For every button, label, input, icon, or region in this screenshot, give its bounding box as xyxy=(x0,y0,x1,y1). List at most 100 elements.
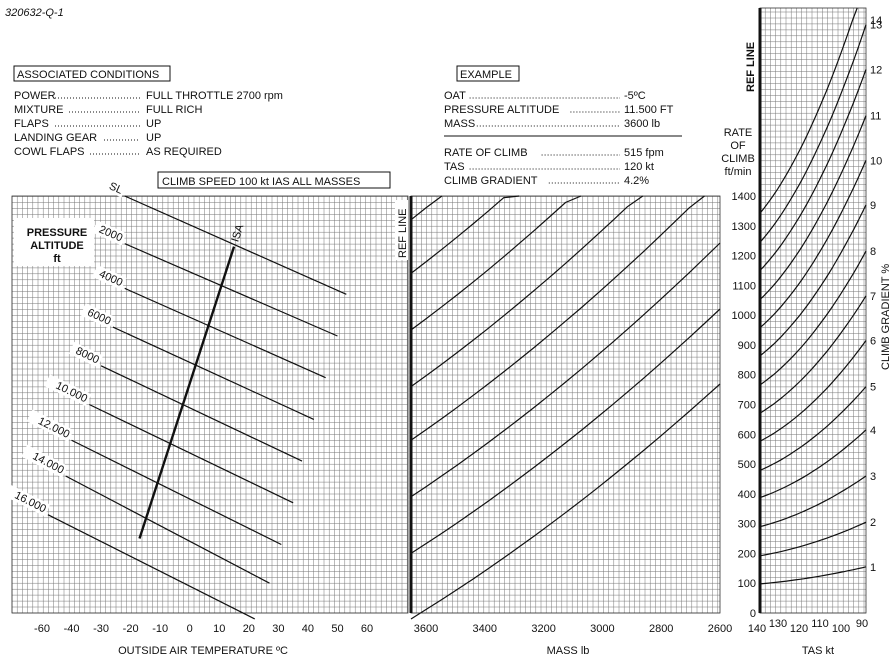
gradient-label-14: 14 xyxy=(870,15,882,27)
mass-guide-line xyxy=(410,195,582,331)
gradient-label-7: 7 xyxy=(870,291,876,303)
gradient-line-8 xyxy=(759,250,867,386)
mass-tick-label: 3400 xyxy=(473,623,497,635)
altitude-line-2000 xyxy=(124,243,338,337)
oat-tick-label: -20 xyxy=(123,623,139,635)
altitude-label-bg xyxy=(44,374,92,407)
gradient-line-14 xyxy=(759,7,858,214)
tas-tick-label: 130 xyxy=(769,618,787,630)
altitude-line-14.000 xyxy=(65,475,270,584)
roc-tick-label: 700 xyxy=(738,400,756,412)
climb-speed-box xyxy=(157,171,391,189)
temperature-panel-frame xyxy=(11,195,409,614)
roc-tick-label: 0 xyxy=(750,608,756,620)
condition-label: LANDING GEAR xyxy=(14,132,97,144)
altitude-label-bg xyxy=(21,444,69,478)
tas-ref-label: REF LINE xyxy=(745,42,757,92)
condition-value: AS REQUIRED xyxy=(146,146,222,158)
altitude-label-bg xyxy=(68,341,104,368)
roc-axis-label: ft/min xyxy=(725,166,752,178)
climb-speed-label: CLIMB SPEED 100 kt IAS ALL MASSES xyxy=(162,176,360,188)
roc-axis-label: OF xyxy=(730,140,746,152)
example-label: MASS xyxy=(444,118,475,130)
example-label: OAT xyxy=(444,90,466,102)
gradient-label-13: 13 xyxy=(870,20,882,32)
gradient-label-5: 5 xyxy=(870,382,876,394)
isa-line xyxy=(138,246,236,539)
gradient-line-5 xyxy=(759,386,867,471)
roc-tick-label: 800 xyxy=(738,370,756,382)
gradient-line-4 xyxy=(759,429,867,499)
oat-tick-label: 20 xyxy=(243,623,255,635)
gradient-line-9 xyxy=(759,204,867,357)
oat-tick-label: -60 xyxy=(34,623,50,635)
tas-tick-label: 90 xyxy=(856,618,868,630)
tas-tick-label: 110 xyxy=(811,618,829,630)
mass-ref-label-bg xyxy=(395,200,408,260)
mass-ref-label: REF LINE xyxy=(397,208,409,258)
mass-tick-label: 3200 xyxy=(531,623,555,635)
condition-value: UP xyxy=(146,132,161,144)
gradient-label-11: 11 xyxy=(870,111,881,123)
altitude-label-bg xyxy=(104,178,127,198)
altitude-label-bg xyxy=(92,220,127,246)
example-title: EXAMPLE xyxy=(460,69,512,81)
tas-tick-label: 140 xyxy=(748,623,766,635)
roc-tick-label: 500 xyxy=(738,459,756,471)
roc-tick-label: 1200 xyxy=(732,251,756,263)
roc-tick-label: 600 xyxy=(738,429,756,441)
roc-tick-label: 1300 xyxy=(732,221,756,233)
altitude-label-SL: SL xyxy=(107,180,124,196)
conditions-title-box xyxy=(13,65,171,82)
tas-tick-label: 120 xyxy=(790,623,808,635)
roc-tick-label: 1400 xyxy=(732,191,756,203)
climb-gradient-axis-label: CLIMB GRADIENT % xyxy=(880,264,892,370)
gradient-label-12: 12 xyxy=(870,64,882,76)
oat-axis-label: OUTSIDE AIR TEMPERATURE ºC xyxy=(118,645,288,657)
condition-value: UP xyxy=(146,118,161,130)
condition-label: COWL FLAPS xyxy=(14,146,85,158)
mass-tick-label: 3600 xyxy=(414,623,438,635)
oat-tick-label: -30 xyxy=(93,623,109,635)
altitude-line-SL xyxy=(124,195,347,295)
mass-guide-line xyxy=(410,383,721,620)
tas-axis-label: TAS kt xyxy=(802,645,834,657)
document-id: 320632-Q-1 xyxy=(5,7,64,19)
tas-tick-label: 100 xyxy=(832,623,850,635)
gradient-line-3 xyxy=(759,475,867,528)
roc-tick-label: 900 xyxy=(738,340,756,352)
mass-guide-line xyxy=(410,195,644,388)
pressure-altitude-label: ft xyxy=(53,253,61,265)
example-value: 11.500 FT xyxy=(624,104,674,116)
gradient-label-1: 1 xyxy=(870,562,876,574)
oat-tick-label: 60 xyxy=(361,623,373,635)
altitude-line-10.000 xyxy=(89,403,294,504)
roc-axis-label: RATE xyxy=(724,127,753,139)
condition-value: FULL THROTTLE 2700 rpm xyxy=(146,90,283,102)
oat-tick-label: -40 xyxy=(64,623,80,635)
gradient-line-7 xyxy=(759,295,867,414)
oat-tick-label: 30 xyxy=(272,623,284,635)
gradient-line-13 xyxy=(759,24,867,243)
roc-tick-label: 100 xyxy=(738,578,756,590)
conditions-title: ASSOCIATED CONDITIONS xyxy=(17,69,159,81)
example-label: CLIMB GRADIENT xyxy=(444,175,538,187)
mass-tick-label: 3000 xyxy=(590,623,614,635)
oat-tick-label: 10 xyxy=(213,623,225,635)
gradient-line-11 xyxy=(759,115,867,301)
oat-tick-label: 40 xyxy=(302,623,314,635)
example-value: 515 fpm xyxy=(624,147,664,159)
roc-tick-label: 300 xyxy=(738,519,756,531)
oat-tick-label: 50 xyxy=(331,623,343,635)
example-value: 4.2% xyxy=(624,175,649,187)
mass-guide-line xyxy=(410,195,705,441)
mass-tick-label: 2800 xyxy=(649,623,673,635)
example-title-box xyxy=(456,65,520,82)
condition-value: FULL RICH xyxy=(146,104,202,116)
isa-label: ISA xyxy=(229,222,246,243)
altitude-line-12.000 xyxy=(71,439,282,546)
gradient-label-2: 2 xyxy=(870,517,876,529)
example-label: PRESSURE ALTITUDE xyxy=(444,104,559,116)
gradient-label-10: 10 xyxy=(870,155,882,167)
altitude-line-8000 xyxy=(100,365,303,462)
